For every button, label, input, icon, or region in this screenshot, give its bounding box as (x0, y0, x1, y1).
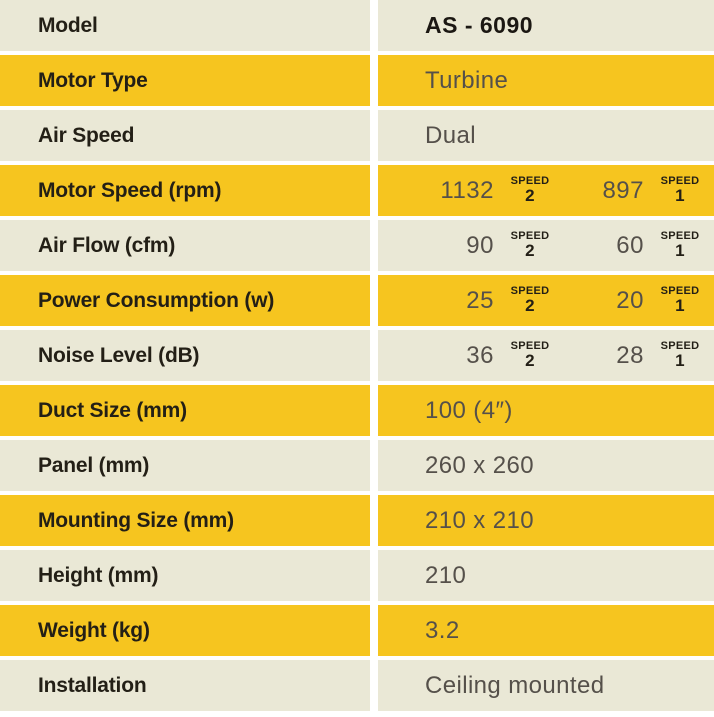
speed-value: 28 (616, 341, 644, 369)
speed-group: 25 SPEED 2 (406, 275, 554, 326)
speed-value: 1132 (440, 176, 494, 204)
speed-tag: SPEED 2 (506, 284, 554, 316)
table-row: Motor Speed (rpm) 1132 SPEED 2 897 SPEED 1 (0, 165, 714, 220)
spec-value: 1132 SPEED 2 897 SPEED 1 (378, 165, 714, 216)
table-row: Height (mm) 210 (0, 550, 714, 605)
speed-group: 20 SPEED 1 (554, 275, 704, 326)
speed-tag: SPEED 1 (656, 174, 704, 206)
spec-value: Ceiling mounted (378, 660, 714, 711)
spec-value: 36 SPEED 2 28 SPEED 1 (378, 330, 714, 381)
spec-value: 90 SPEED 2 60 SPEED 1 (378, 220, 714, 271)
speed-tag-number: 2 (525, 296, 535, 316)
table-row: Motor Type Turbine (0, 55, 714, 110)
speed-value: 60 (616, 231, 644, 259)
table-row: Power Consumption (w) 25 SPEED 2 20 SPEED 1 (0, 275, 714, 330)
spec-label: Weight (kg) (0, 605, 370, 656)
speed-group: 60 SPEED 1 (554, 220, 704, 271)
spec-value: 3.2 (378, 605, 714, 656)
spec-label: Duct Size (mm) (0, 385, 370, 436)
spec-label: Mounting Size (mm) (0, 495, 370, 546)
spec-value: Dual (378, 110, 714, 161)
speed-value: 36 (466, 341, 494, 369)
table-row: Installation Ceiling mounted (0, 660, 714, 715)
speed-value: 897 (602, 176, 644, 204)
speed-group: 28 SPEED 1 (554, 330, 704, 381)
speed-value: 25 (466, 286, 494, 314)
spec-value: 260 x 260 (378, 440, 714, 491)
spec-value: 100 (4″) (378, 385, 714, 436)
speed-tag-word: SPEED (660, 229, 700, 242)
spec-label: Motor Type (0, 55, 370, 106)
spec-value: 210 (378, 550, 714, 601)
speed-tag-word: SPEED (660, 284, 700, 297)
speed-tag-number: 2 (525, 186, 535, 206)
spec-label: Air Speed (0, 110, 370, 161)
speed-tag: SPEED 2 (506, 339, 554, 371)
table-row: Model AS - 6090 (0, 0, 714, 55)
table-row: Duct Size (mm) 100 (4″) (0, 385, 714, 440)
spec-label: Power Consumption (w) (0, 275, 370, 326)
speed-group: 1132 SPEED 2 (406, 165, 554, 216)
spec-label: Noise Level (dB) (0, 330, 370, 381)
speed-tag-number: 2 (525, 241, 535, 261)
spec-value: Turbine (378, 55, 714, 106)
speed-tag-number: 1 (675, 186, 685, 206)
speed-tag: SPEED 1 (656, 229, 704, 261)
speed-tag: SPEED 1 (656, 339, 704, 371)
spec-label: Height (mm) (0, 550, 370, 601)
speed-tag: SPEED 1 (656, 284, 704, 316)
table-row: Panel (mm) 260 x 260 (0, 440, 714, 495)
speed-tag-number: 1 (675, 296, 685, 316)
speed-tag: SPEED 2 (506, 229, 554, 261)
speed-value: 90 (466, 231, 494, 259)
spec-label: Motor Speed (rpm) (0, 165, 370, 216)
spec-label: Air Flow (cfm) (0, 220, 370, 271)
table-row: Air Speed Dual (0, 110, 714, 165)
speed-tag: SPEED 2 (506, 174, 554, 206)
table-row: Noise Level (dB) 36 SPEED 2 28 SPEED 1 (0, 330, 714, 385)
table-row: Weight (kg) 3.2 (0, 605, 714, 660)
speed-tag-word: SPEED (510, 174, 550, 187)
speed-group: 36 SPEED 2 (406, 330, 554, 381)
table-row: Air Flow (cfm) 90 SPEED 2 60 SPEED 1 (0, 220, 714, 275)
speed-tag-number: 1 (675, 241, 685, 261)
speed-tag-word: SPEED (510, 229, 550, 242)
spec-value: AS - 6090 (378, 0, 714, 51)
speed-tag-word: SPEED (660, 339, 700, 352)
spec-label: Model (0, 0, 370, 51)
table-row: Mounting Size (mm) 210 x 210 (0, 495, 714, 550)
speed-tag-word: SPEED (510, 284, 550, 297)
speed-tag-word: SPEED (510, 339, 550, 352)
speed-group: 90 SPEED 2 (406, 220, 554, 271)
speed-group: 897 SPEED 1 (554, 165, 704, 216)
speed-tag-number: 2 (525, 351, 535, 371)
speed-value: 20 (616, 286, 644, 314)
spec-value: 25 SPEED 2 20 SPEED 1 (378, 275, 714, 326)
speed-tag-word: SPEED (660, 174, 700, 187)
spec-label: Installation (0, 660, 370, 711)
spec-value: 210 x 210 (378, 495, 714, 546)
speed-tag-number: 1 (675, 351, 685, 371)
spec-label: Panel (mm) (0, 440, 370, 491)
